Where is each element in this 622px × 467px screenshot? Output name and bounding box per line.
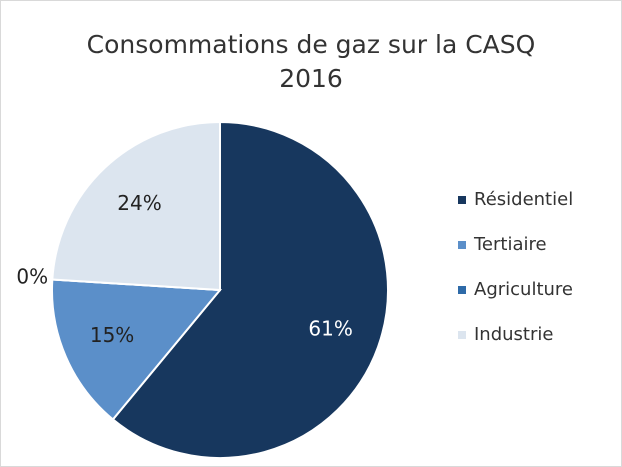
pie-slice	[51, 278, 223, 421]
pie-slice	[111, 120, 389, 459]
data-label: 61%	[308, 316, 352, 340]
data-label: 24%	[117, 191, 161, 215]
pie-slice	[51, 120, 221, 292]
legend-swatch	[458, 331, 466, 339]
legend-label: Résidentiel	[474, 189, 573, 210]
chart-title: 2016	[279, 64, 343, 93]
legend-swatch	[458, 241, 466, 249]
data-label: 0%	[16, 265, 48, 289]
chart-title: Consommations de gaz sur la CASQ	[87, 30, 536, 59]
legend-swatch	[458, 286, 466, 294]
legend-label: Industrie	[474, 324, 553, 345]
data-label: 15%	[90, 323, 134, 347]
legend-label: Tertiaire	[473, 234, 547, 255]
legend-label: Agriculture	[474, 279, 573, 300]
legend-swatch	[458, 196, 466, 204]
